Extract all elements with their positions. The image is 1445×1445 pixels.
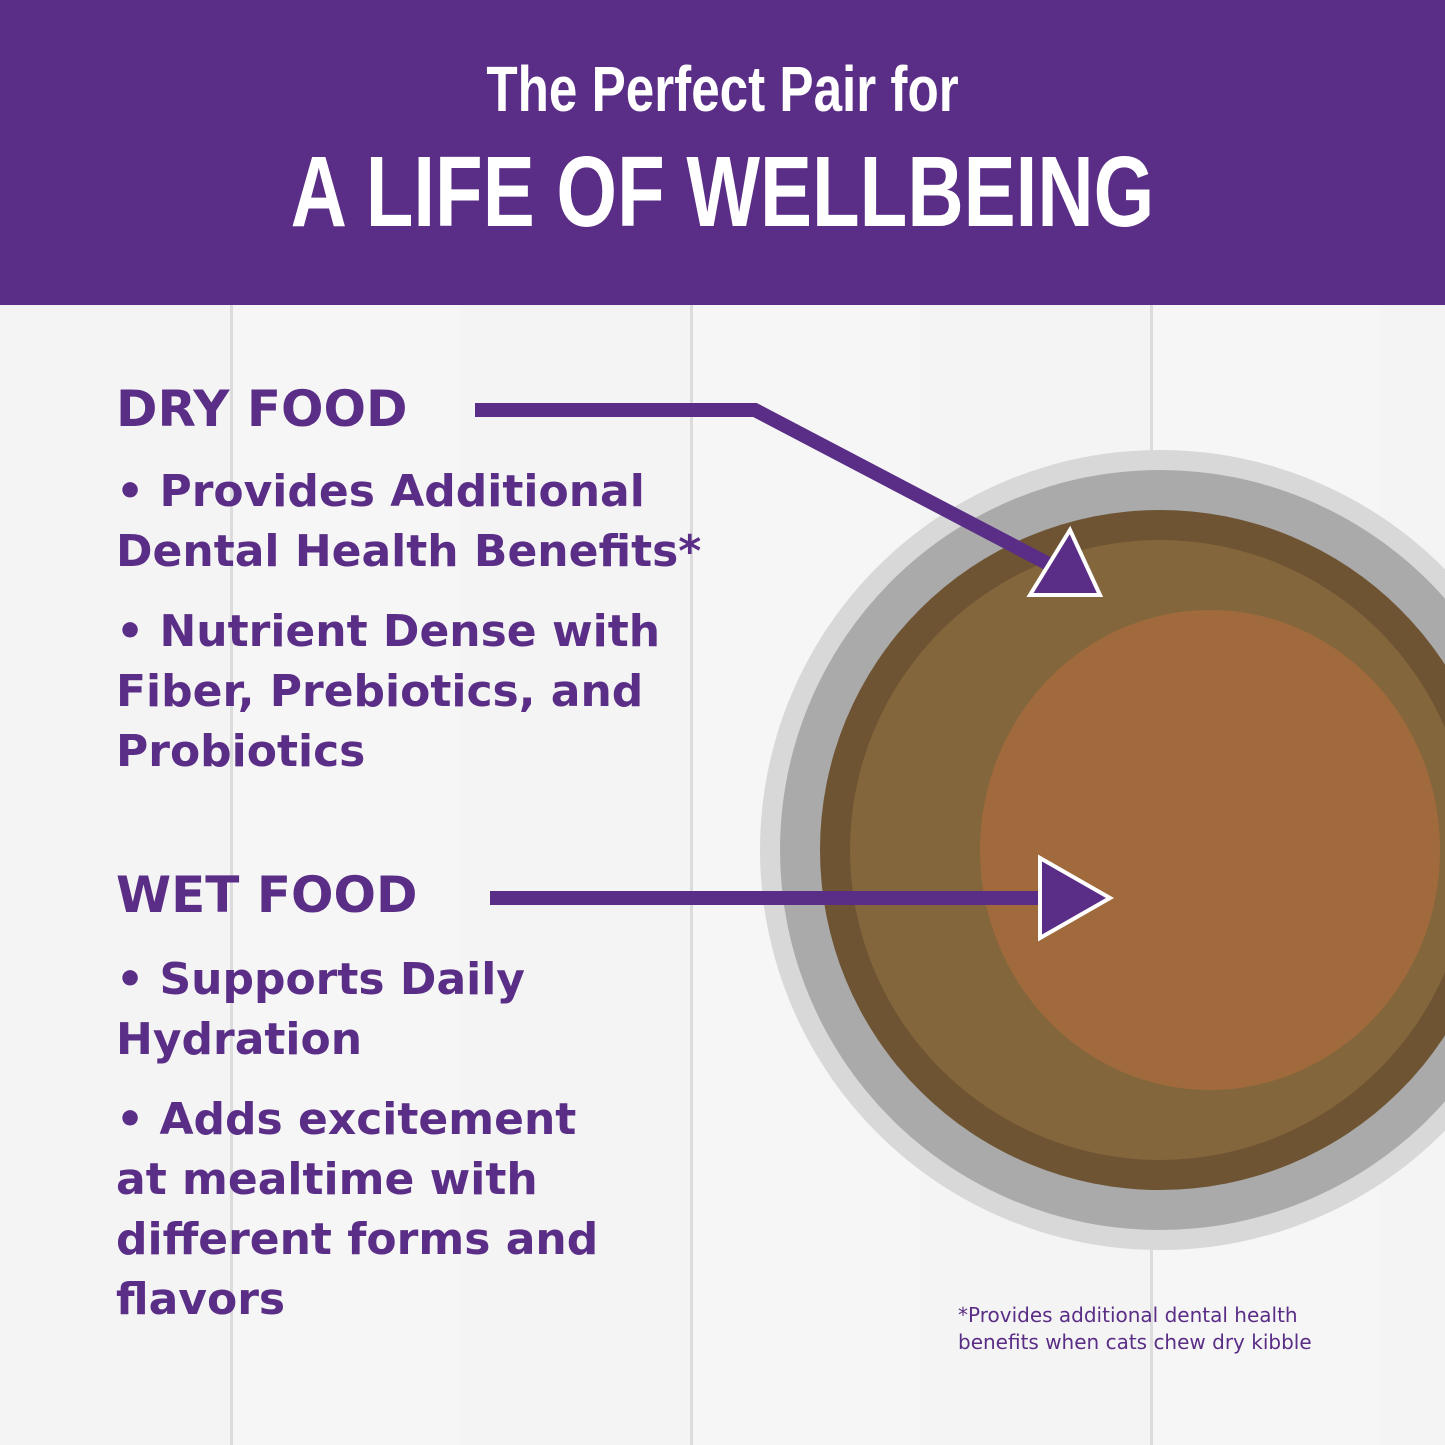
dry-food-arrow xyxy=(475,403,1064,577)
wet-food-heading: WET FOOD xyxy=(116,866,418,924)
dry-bullet-1: • Provides Additional Dental Health Bene… xyxy=(116,466,702,577)
dry-food-heading: DRY FOOD xyxy=(116,380,408,438)
subtitle: The Perfect Pair for xyxy=(486,53,959,125)
wet-bullet-2: • Adds excitement at mealtime with diffe… xyxy=(116,1094,599,1325)
footnote: *Provides additional dental health benef… xyxy=(958,1303,1312,1354)
dry-arrow-head xyxy=(1026,525,1104,597)
wet-bullet-1: • Supports Daily Hydration xyxy=(116,954,525,1065)
title: A LIFE OF WELLBEING xyxy=(290,136,1155,248)
header-banner: The Perfect Pair for A LIFE OF WELLBEING xyxy=(0,0,1445,305)
dry-bullet-2: • Nutrient Dense with Fiber, Prebiotics,… xyxy=(116,606,661,777)
wet-arrow-head xyxy=(1038,854,1115,942)
